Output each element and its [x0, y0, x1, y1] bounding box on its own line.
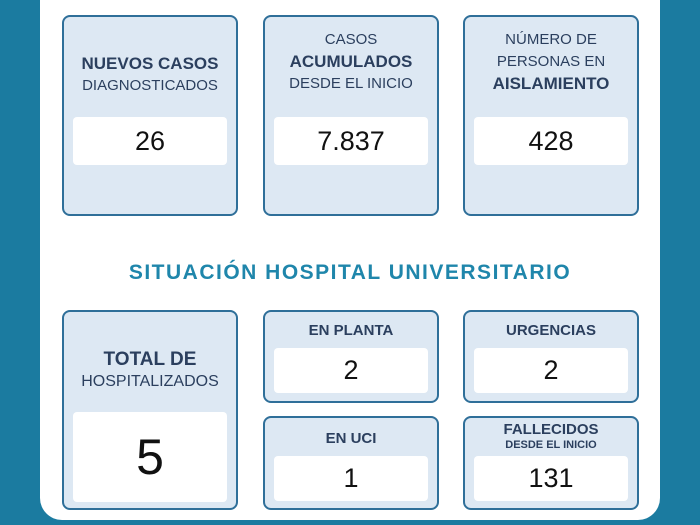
cumulative-heading-line1: CASOS	[324, 31, 378, 48]
isolation-heading-line1: NÚMERO DE	[505, 31, 597, 48]
deceased-value: 131	[474, 456, 628, 501]
deceased-sublabel: DESDE EL INICIO	[505, 439, 597, 451]
emergency-label: URGENCIAS	[505, 322, 596, 339]
total-hospitalized-value: 5	[73, 412, 227, 502]
total-hospitalized-heading: TOTAL DE HOSPITALIZADOS	[64, 349, 236, 393]
cumulative-cases-card: CASOS ACUMULADOS DESDE EL INICIO 7.837	[263, 15, 439, 216]
isolation-value: 428	[474, 117, 628, 165]
new-cases-value: 26	[73, 117, 227, 165]
cumulative-heading: CASOS ACUMULADOS DESDE EL INICIO	[265, 29, 437, 95]
cumulative-heading-line3: DESDE EL INICIO	[289, 75, 413, 92]
total-hospitalized-card: TOTAL DE HOSPITALIZADOS 5	[62, 310, 238, 510]
new-cases-heading-line1: NUEVOS CASOS	[81, 54, 219, 73]
emergency-value: 2	[474, 348, 628, 393]
ward-value: 2	[274, 348, 428, 393]
ward-card: EN PLANTA 2	[263, 310, 439, 403]
emergency-card: URGENCIAS 2	[463, 310, 639, 403]
deceased-label: FALLECIDOS	[503, 421, 599, 438]
section-title: SITUACIÓN HOSPITAL UNIVERSITARIO	[128, 261, 572, 284]
new-cases-heading: NUEVOS CASOS DIAGNOSTICADOS	[64, 53, 236, 97]
deceased-heading: FALLECIDOS DESDE EL INICIO	[465, 421, 637, 452]
ward-label: EN PLANTA	[308, 322, 394, 339]
isolation-heading-line3: AISLAMIENTO	[492, 74, 610, 93]
icu-card: EN UCI 1	[263, 416, 439, 510]
cumulative-value: 7.837	[274, 117, 428, 165]
icu-label: EN UCI	[325, 430, 377, 447]
new-cases-card: NUEVOS CASOS DIAGNOSTICADOS 26	[62, 15, 238, 216]
new-cases-heading-line2: DIAGNOSTICADOS	[82, 77, 218, 94]
isolation-heading: NÚMERO DE PERSONAS EN AISLAMIENTO	[465, 29, 637, 95]
deceased-card: FALLECIDOS DESDE EL INICIO 131	[463, 416, 639, 510]
total-heading-line1: TOTAL DE	[103, 349, 197, 370]
isolation-card: NÚMERO DE PERSONAS EN AISLAMIENTO 428	[463, 15, 639, 216]
isolation-heading-line2: PERSONAS EN	[496, 53, 606, 70]
cumulative-heading-line2: ACUMULADOS	[289, 52, 413, 71]
total-heading-line2: HOSPITALIZADOS	[81, 373, 219, 390]
icu-value: 1	[274, 456, 428, 501]
